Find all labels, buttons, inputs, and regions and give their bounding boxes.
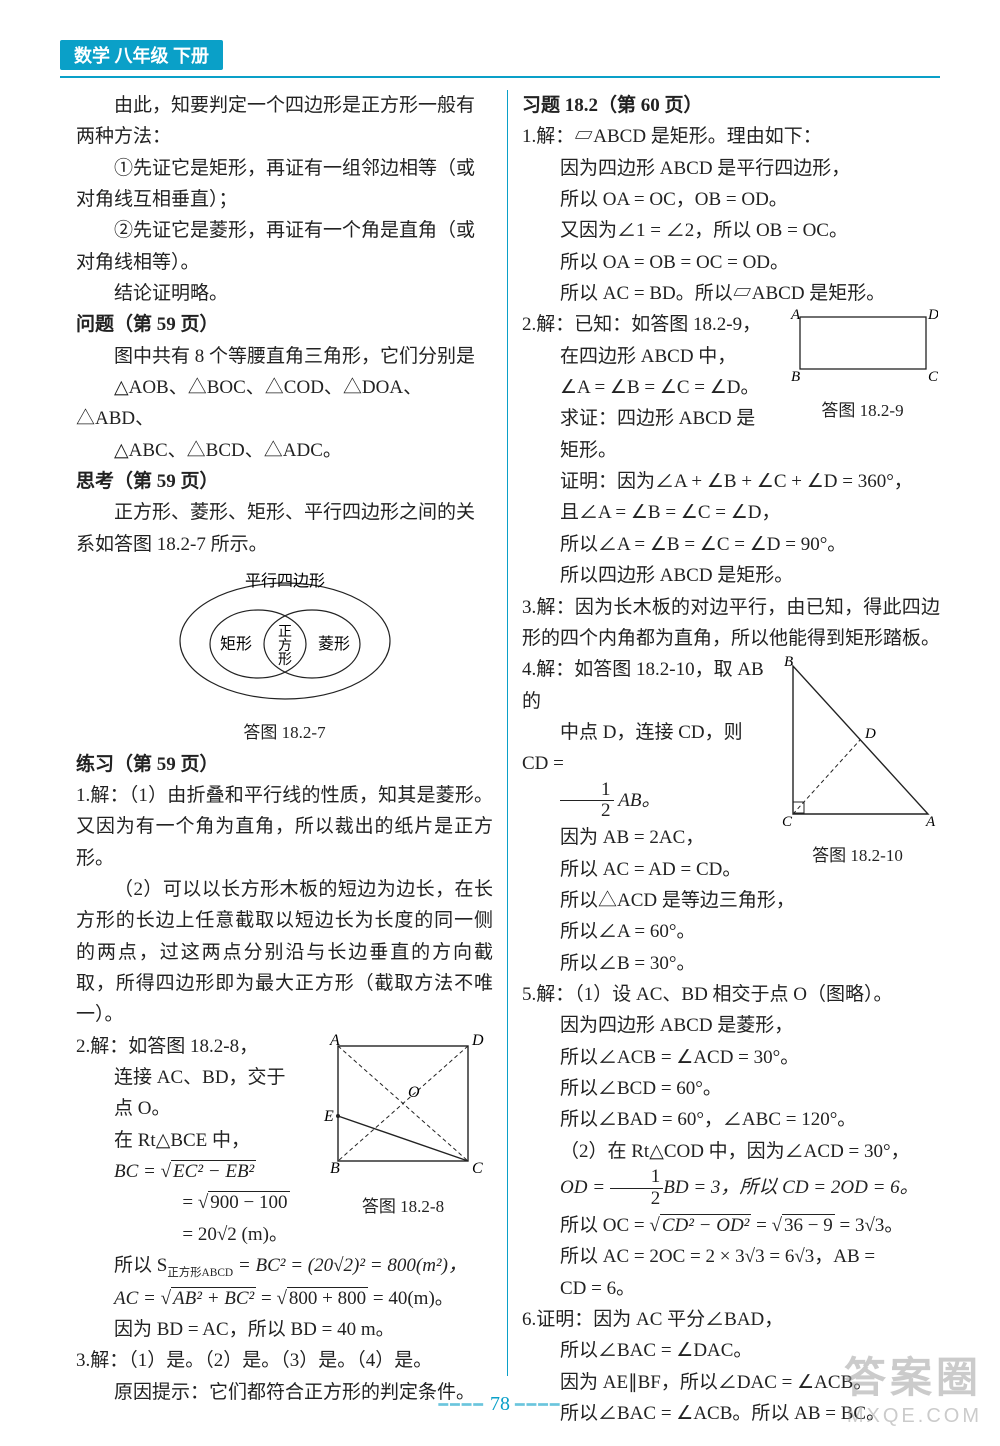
section-heading: 问题（第 59 页） — [76, 309, 493, 340]
text: 5.解：（1）设 AC、BD 相交于点 O（图略）。 — [522, 979, 940, 1010]
header-title: 数学 八年级 下册 — [60, 40, 223, 70]
text: 证明：因为∠A + ∠B + ∠C + ∠D = 360°， — [522, 466, 940, 497]
text: △ABC、△BCD、△ADC。 — [76, 435, 493, 466]
text: 1.解：▱ABCD 是矩形。理由如下： — [522, 121, 940, 152]
text: 矩形。 — [522, 435, 940, 466]
text: ①先证它是矩形，再证有一组邻边相等（或对角线互相垂直）； — [76, 153, 493, 216]
text: 所以 OA = OB = OC = OD。 — [522, 247, 940, 278]
text: 结论证明略。 — [76, 278, 493, 309]
triangle-figure: B D C A 答图 18.2-10 — [775, 654, 940, 869]
text: （2）可以以长方形木板的短边为边长，在长方形的长边上任意截取以短边长为长度的同一… — [76, 874, 493, 1031]
figure-caption: 答图 18.2-10 — [775, 842, 940, 870]
math: 所以 OC = CD² − OD² = 36 − 9 = 3√3。 — [522, 1210, 940, 1241]
venn-outer-label: 平行四边形 — [244, 572, 324, 590]
text: 所以 AC = 2OC = 2 × 3√3 = 6√3，AB = — [522, 1241, 940, 1272]
text: 因为四边形 ABCD 是菱形， — [522, 1010, 940, 1041]
left-column: 由此，知要判定一个四边形是正方形一般有两种方法： ①先证它是矩形，再证有一组邻边… — [76, 90, 508, 1376]
section-heading: 思考（第 59 页） — [76, 466, 493, 497]
text: 正方形、菱形、矩形、平行四边形之间的关系如答图 18.2-7 所示。 — [76, 497, 493, 560]
venn-figure: 平行四边形 矩形 正 方 形 菱形 答图 18.2-7 — [76, 566, 493, 746]
text: 6.证明：因为 AC 平分∠BAD， — [522, 1304, 940, 1335]
svg-text:矩形: 矩形 — [219, 635, 251, 653]
svg-text:C: C — [928, 369, 938, 384]
watermark: 答案圈 MXQE.COM — [844, 1344, 982, 1428]
text: 所以∠A = ∠B = ∠C = ∠D = 90°。 — [522, 529, 940, 560]
text: 所以∠ACB = ∠ACD = 30°。 — [522, 1042, 940, 1073]
watermark-url: MXQE.COM — [844, 1405, 982, 1428]
text: 所以∠BCD = 60°。 — [522, 1073, 940, 1104]
svg-text:A: A — [790, 309, 801, 323]
text: 因为四边形 ABCD 是平行四边形， — [522, 153, 940, 184]
figure-caption: 答图 18.2-8 — [313, 1193, 493, 1221]
text: CD = 6。 — [522, 1273, 940, 1304]
svg-text:菱形: 菱形 — [317, 635, 349, 653]
math: 所以 S正方形ABCD = BC² = (20√2)² = 800(m²)， — [76, 1250, 493, 1283]
text: 所以△ACD 是等边三角形， — [522, 885, 940, 916]
svg-text:O: O — [408, 1084, 420, 1101]
svg-text:B: B — [330, 1160, 340, 1177]
math: AC = AB² + BC² = 800 + 800 = 40(m)。 — [76, 1283, 493, 1314]
text: 所以四边形 ABCD 是矩形。 — [522, 560, 940, 591]
text: 所以∠BAD = 60°，∠ABC = 120°。 — [522, 1104, 940, 1135]
right-column: 习题 18.2（第 60 页） 1.解：▱ABCD 是矩形。理由如下： 因为四边… — [508, 90, 940, 1376]
page-header: 数学 八年级 下册 — [60, 40, 940, 78]
text: 所以∠A = 60°。 — [522, 916, 940, 947]
text: 图中共有 8 个等腰直角三角形，它们分别是 — [76, 341, 493, 372]
svg-text:方: 方 — [278, 638, 292, 654]
svg-text:D: D — [927, 309, 938, 323]
svg-text:A: A — [925, 814, 936, 829]
text: △AOB、△BOC、△COD、△DOA、△ABD、 — [76, 372, 493, 435]
svg-text:正: 正 — [278, 625, 292, 640]
svg-text:A: A — [329, 1032, 340, 1049]
text: 所以∠B = 30°。 — [522, 948, 940, 979]
text: （2）在 Rt△COD 中，因为∠ACD = 30°， — [522, 1136, 940, 1167]
math: OD = 12BD = 3，所以 CD = 2OD = 6。 — [522, 1167, 940, 1210]
svg-text:B: B — [784, 654, 793, 670]
text: 所以 AC = BD。所以▱ABCD 是矩形。 — [522, 278, 940, 309]
section-heading: 习题 18.2（第 60 页） — [522, 90, 940, 121]
svg-text:D: D — [471, 1032, 484, 1049]
text: 3.解：（1）是。（2）是。（3）是。（4）是。 — [76, 1345, 493, 1376]
text: 又因为∠1 = ∠2，所以 OB = OC。 — [522, 215, 940, 246]
text: 1.解：（1）由折叠和平行线的性质，知其是菱形。又因为有一个角为直角，所以裁出的… — [76, 780, 493, 874]
square-figure: A D B C E O 答图 18.2-8 — [313, 1031, 493, 1221]
rect-figure: A D B C 答图 18.2-9 — [785, 309, 940, 424]
svg-text:D: D — [864, 726, 876, 742]
text: 3.解：因为长木板的对边平行，由已知，得此四边形的四个内角都为直角，所以他能得到… — [522, 592, 940, 655]
text: 因为 BD = AC，所以 BD = 40 m。 — [76, 1314, 493, 1345]
text: 且∠A = ∠B = ∠C = ∠D， — [522, 497, 940, 528]
text: 所以 OA = OC，OB = OD。 — [522, 184, 940, 215]
svg-text:B: B — [791, 369, 800, 384]
figure-caption: 答图 18.2-9 — [785, 397, 940, 425]
svg-text:C: C — [472, 1160, 483, 1177]
watermark-text: 答案圈 — [844, 1344, 982, 1405]
content: 由此，知要判定一个四边形是正方形一般有两种方法： ①先证它是矩形，再证有一组邻边… — [76, 90, 940, 1376]
math: = 20√2 (m)。 — [76, 1219, 493, 1250]
svg-text:形: 形 — [278, 652, 292, 668]
section-heading: 练习（第 59 页） — [76, 749, 493, 780]
svg-text:C: C — [782, 814, 793, 829]
text: 由此，知要判定一个四边形是正方形一般有两种方法： — [76, 90, 493, 153]
text: ②先证它是菱形，再证有一个角是直角（或对角线相等）。 — [76, 215, 493, 278]
svg-text:E: E — [323, 1108, 334, 1125]
figure-caption: 答图 18.2-7 — [76, 719, 493, 747]
